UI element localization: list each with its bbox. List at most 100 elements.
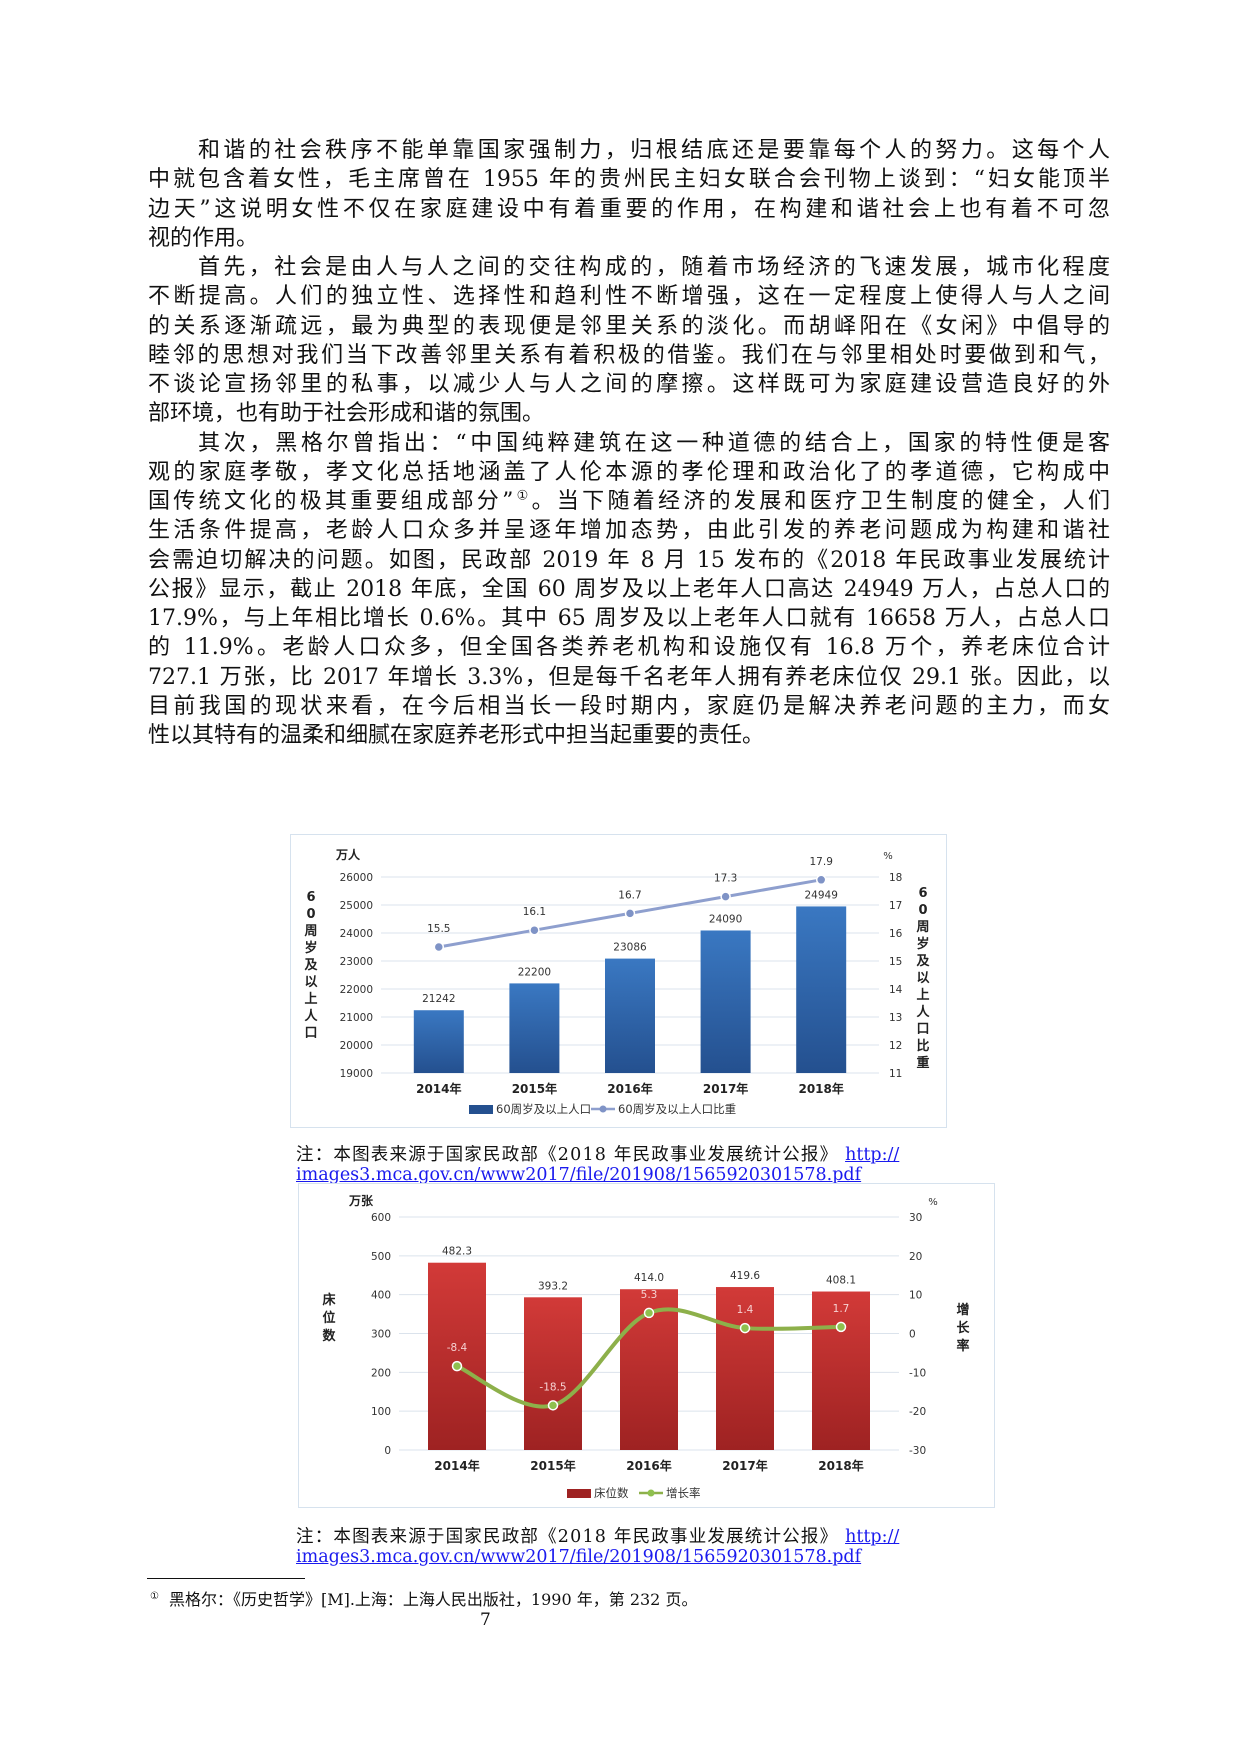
y-left-tick-label: 22000	[340, 984, 373, 996]
line-value-label: 16.7	[618, 889, 641, 901]
line-point	[529, 924, 540, 936]
bar-value-label: 419.6	[730, 1270, 760, 1282]
x-tick-label: 2018年	[818, 1458, 863, 1473]
text-line: 会需迫切解决的问题。如图，民政部 2019 年 8 月 15 发布的《2018 …	[148, 547, 1110, 573]
legend-bar-label: 60周岁及以上人口	[496, 1102, 591, 1116]
y-right-tick-label: -20	[909, 1406, 926, 1418]
line-point	[624, 908, 636, 919]
line-value-label: 17.9	[810, 856, 833, 868]
y-right-tick-label: 11	[889, 1068, 902, 1080]
line-point	[451, 1360, 463, 1372]
legend-bar-label: 床位数	[594, 1486, 629, 1500]
y-right-tick-label: 0	[909, 1329, 916, 1341]
bar	[605, 958, 655, 1073]
y-left-tick-label: 20000	[340, 1040, 373, 1052]
bar-value-label: 482.3	[442, 1246, 472, 1258]
bar	[428, 1262, 486, 1450]
line-value-label: -8.4	[447, 1342, 468, 1354]
text-line: 和谐的社会秩序不能单靠国家强制力，归根结底还是要靠每个人的努力。这每个人	[198, 138, 1110, 163]
line-point	[720, 891, 731, 902]
legend-line-marker	[599, 1105, 607, 1113]
y-right-unit: %	[883, 851, 893, 862]
body-text: 和谐的社会秩序不能单靠国家强制力，归根结底还是要靠每个人的努力。这每个人 中就包含…	[148, 136, 1110, 750]
caption-text: 注：本图表来源于国家民政部《2018 年民政事业发展统计公报》	[296, 1145, 839, 1165]
legend-line-label: 增长率	[666, 1486, 701, 1500]
x-tick-label: 2014年	[434, 1458, 479, 1473]
text-line: 视的作用。	[148, 225, 259, 251]
y-right-tick-label: 20	[909, 1251, 922, 1263]
chart-elderly-population: 19000 20000 21000 22000 23000 24000 25000 26000…	[290, 834, 947, 1128]
footnote-mark: ①	[150, 1590, 159, 1602]
x-tick-label: 2016年	[607, 1081, 652, 1096]
bar-value-label: 414.0	[634, 1272, 664, 1284]
y-left-axis-label: 床位数	[322, 1292, 336, 1344]
line-point	[547, 1400, 559, 1411]
footnote: ① 黑格尔：《历史哲学》[M].上海：上海人民出版社，1990 年，第 232 页…	[150, 1586, 697, 1610]
y-left-tick-label: 100	[371, 1406, 391, 1418]
line-point	[433, 941, 445, 953]
line-point	[643, 1307, 655, 1319]
chart-elder-care-beds: 0 100 200 300 400 500 600 -30 -20 -10 0 10 20 30 万张% 床位…	[298, 1183, 995, 1508]
y-left-tick-label: 23000	[340, 956, 373, 968]
text-line: 性以其特有的温柔和细腻在家庭养老形式中担当起重要的责任。	[148, 723, 765, 748]
bar	[812, 1291, 870, 1450]
bar-value-label: 22200	[518, 966, 551, 978]
y-left-unit: 万张	[348, 1193, 374, 1208]
text-line: 部环境，也有助于社会形成和谐的氛围。	[148, 401, 545, 427]
line-point	[815, 874, 827, 886]
bar-value-label: 24090	[709, 913, 742, 925]
y-left-tick-label: 24000	[340, 928, 373, 940]
footnote-divider	[147, 1578, 305, 1579]
text-line: 睦邻的思想对我们当下改善邻里关系有着积极的借鉴。我们在与邻里相处时要做到和气，	[148, 342, 1110, 368]
source-link[interactable]: images3.mca.gov.cn/www2017/file/201908/1…	[296, 1547, 862, 1567]
bar	[509, 983, 560, 1073]
text-line: 的关系逐渐疏远，最为典型的表现便是邻里关系的淡化。而胡峄阳在《女闲》中倡导的	[148, 313, 1110, 339]
bar-value-label: 21242	[422, 993, 455, 1005]
y-left-tick-label: 26000	[340, 872, 373, 884]
y-right-tick-label: 15	[889, 956, 902, 968]
y-right-tick-label: 10	[909, 1290, 922, 1302]
text-line: 观的家庭孝敬，孝文化总括地涵盖了人伦本源的孝伦理和政治化了的孝道德，它构成中	[148, 459, 1110, 485]
y-right-tick-label: 14	[889, 984, 903, 996]
text-line: 的 11.9%。老龄人口众多，但全国各类养老机构和设施仅有 16.8 万个，养老…	[148, 635, 1110, 661]
y-right-tick-label: -10	[909, 1367, 926, 1379]
y-right-tick-label: 16	[889, 928, 903, 940]
y-right-tick-label: 30	[909, 1212, 922, 1224]
source-link[interactable]: http://	[845, 1527, 900, 1547]
line-value-label: 15.5	[427, 923, 450, 935]
bar-value-label: 408.1	[826, 1275, 856, 1287]
bar	[413, 1010, 464, 1073]
text-line: 727.1 万张，比 2017 年增长 3.3%，但是每千名老年人拥有养老床位仅…	[148, 664, 1110, 690]
line-value-label: 17.3	[714, 873, 737, 885]
y-left-tick-label: 600	[371, 1212, 391, 1224]
line-value-label: 16.1	[523, 906, 546, 918]
text-line: 公报》显示，截止 2018 年底，全国 60 周岁及以上老年人口高达 24949…	[148, 576, 1110, 602]
x-tick-label: 2018年	[798, 1081, 843, 1096]
text-segment: 。当下随着经济的发展和医疗卫生制度的健全，人们	[531, 489, 1111, 514]
legend-line-label: 60周岁及以上人口比重	[618, 1102, 736, 1116]
footnote-ref[interactable]: ①	[513, 488, 532, 504]
y-left-tick-label: 300	[371, 1329, 391, 1341]
bar	[716, 1287, 774, 1450]
text-line: 生活条件提高，老龄人口众多并呈逐年增加态势，由此引发的养老问题成为构建和谐社	[148, 518, 1110, 544]
y-right-unit: %	[928, 1197, 938, 1208]
x-tick-label: 2017年	[703, 1081, 748, 1096]
x-tick-label: 2014年	[416, 1081, 461, 1096]
y-right-axis-label: 增长率	[956, 1302, 970, 1354]
bar-value-label: 393.2	[538, 1280, 568, 1292]
text-line: 17.9%，与上年相比增长 0.6%。其中 65 周岁及以上老年人口就有 166…	[148, 606, 1110, 631]
chart-elderly-population-svg: 19000 20000 21000 22000 23000 24000 25000 26000…	[304, 847, 930, 1116]
figure-caption-1: 注：本图表来源于国家民政部《2018 年民政事业发展统计公报》 http:// …	[296, 1145, 899, 1185]
y-left-tick-label: 200	[371, 1367, 391, 1379]
y-left-axis-label: 6 0 周岁及以上人口	[304, 890, 318, 1041]
line-value-label: 5.3	[641, 1289, 658, 1301]
source-link[interactable]: images3.mca.gov.cn/www2017/file/201908/1…	[296, 1165, 862, 1185]
legend-bar-swatch	[567, 1489, 591, 1498]
text-line: 边天”这说明女性不仅在家庭建设中有着重要的作用，在构建和谐社会上也有着不可忽	[148, 196, 1110, 222]
text-segment: 国传统文化的极其重要组成部分”	[148, 489, 514, 514]
y-left-tick-label: 25000	[340, 900, 373, 912]
source-link[interactable]: http://	[845, 1145, 900, 1165]
y-right-tick-label: 17	[889, 900, 902, 912]
text-line: 国传统文化的极其重要组成部分”①。当下随着经济的发展和医疗卫生制度的健全，人们	[148, 487, 1110, 516]
y-right-axis-label: 6 0 周岁及以上人口比重	[916, 886, 930, 1071]
